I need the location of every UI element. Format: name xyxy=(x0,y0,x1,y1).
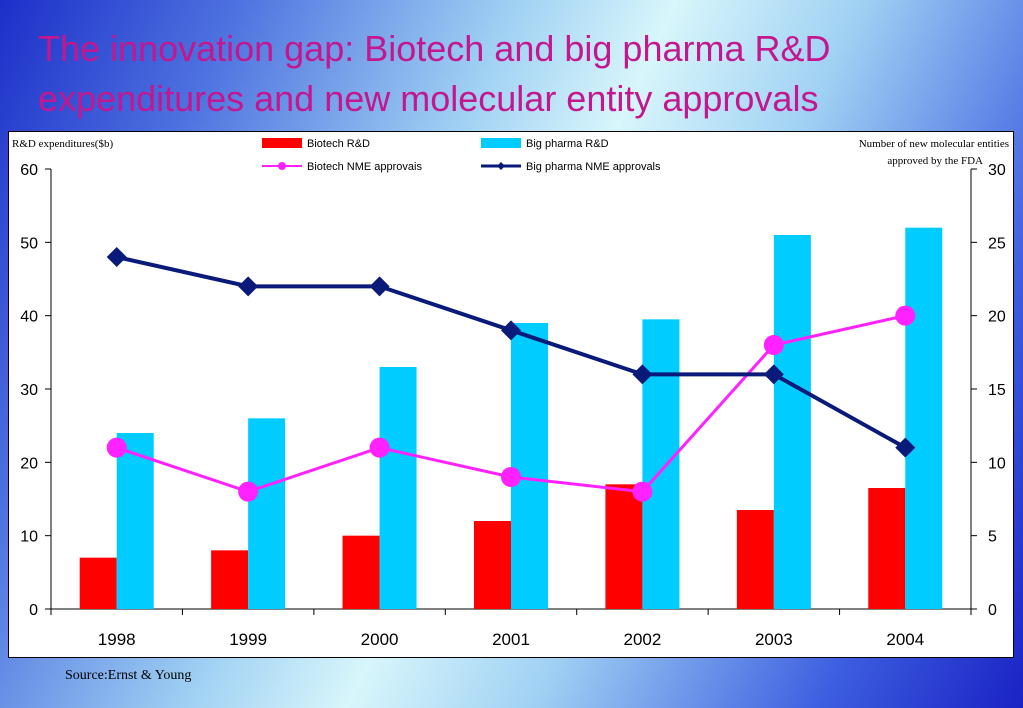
bar-big-pharma-rd xyxy=(116,433,154,609)
point-biotech-nme xyxy=(501,467,521,487)
point-big-pharma-nme xyxy=(763,364,784,385)
bar-biotech-rd xyxy=(868,488,906,609)
point-biotech-nme xyxy=(895,305,916,326)
x-tick-label: 2001 xyxy=(492,630,530,649)
left-tick-label: 0 xyxy=(29,602,38,619)
point-big-pharma-nme xyxy=(632,364,653,385)
bar-biotech-rd xyxy=(342,535,380,609)
chart-panel: 0 10 20 30 40 50 60 0 5 10 15 20 25 30 1998 1999 2000 200… xyxy=(8,131,1014,658)
legend-label-big-pharma-nme: Big pharma NME approvals xyxy=(526,161,661,173)
legend-swatch-biotech-rd xyxy=(262,138,302,148)
left-tick-label: 40 xyxy=(20,309,38,326)
point-big-pharma-nme xyxy=(501,320,521,341)
point-biotech-nme xyxy=(369,437,390,458)
x-tick-label: 1998 xyxy=(98,630,136,649)
legend-marker-biotech-nme xyxy=(278,162,286,170)
bar-big-pharma-rd xyxy=(511,323,548,609)
point-biotech-nme xyxy=(763,335,784,355)
x-tick-label: 2002 xyxy=(624,630,662,649)
right-tick-label: 5 xyxy=(988,529,997,546)
x-tick-label: 2004 xyxy=(886,630,924,649)
point-biotech-nme xyxy=(238,481,259,502)
slide-title: The innovation gap: Biotech and big phar… xyxy=(38,24,998,124)
legend-marker-big-pharma-nme xyxy=(497,162,505,170)
legend-label-big-pharma-rd: Big pharma R&D xyxy=(526,138,609,150)
legend-label-biotech-nme: Biotech NME approvais xyxy=(307,161,422,173)
left-tick-label: 60 xyxy=(20,162,38,179)
right-tick-label: 30 xyxy=(988,162,1006,179)
point-big-pharma-nme xyxy=(106,247,127,267)
bar-biotech-rd xyxy=(736,510,774,609)
bar-biotech-rd xyxy=(79,557,117,609)
bar-big-pharma-rd xyxy=(773,235,811,609)
bar-big-pharma-rd xyxy=(905,227,943,609)
left-tick-label: 30 xyxy=(20,382,38,399)
y2-axis-label-line-2: approved by the FDA xyxy=(887,155,983,167)
right-tick-label: 10 xyxy=(988,455,1006,472)
bar-biotech-rd xyxy=(605,484,643,609)
right-tick-label: 0 xyxy=(988,602,997,619)
x-tick-label: 2000 xyxy=(361,630,399,649)
bar-biotech-rd xyxy=(211,550,249,609)
point-biotech-nme xyxy=(632,481,653,502)
x-tick-label: 2003 xyxy=(755,630,793,649)
legend-swatch-big-pharma-rd xyxy=(481,138,521,148)
right-tick-label: 20 xyxy=(988,309,1006,326)
title-line-2: expenditures and new molecular entity ap… xyxy=(38,78,819,119)
point-big-pharma-nme xyxy=(895,437,916,458)
right-tick-label: 25 xyxy=(988,235,1006,252)
y2-axis-label-line-1: Number of new molecular entities xyxy=(859,138,1009,150)
y-axis-label: R&D expenditures($b) xyxy=(12,138,113,150)
legend-label-biotech-rd: Biotech R&D xyxy=(307,138,370,150)
point-big-pharma-nme xyxy=(369,276,390,297)
source-note: Source:Ernst & Young xyxy=(65,668,192,683)
title-line-1: The innovation gap: Biotech and big phar… xyxy=(38,28,831,69)
left-tick-label: 10 xyxy=(20,529,38,546)
bar-biotech-rd xyxy=(474,521,511,609)
bar-big-pharma-rd xyxy=(642,319,680,609)
x-tick-label: 1999 xyxy=(229,630,267,649)
left-tick-label: 20 xyxy=(20,455,38,472)
point-biotech-nme xyxy=(106,437,127,458)
bar-big-pharma-rd xyxy=(248,418,286,609)
left-tick-label: 50 xyxy=(20,235,38,252)
right-tick-label: 15 xyxy=(988,382,1006,399)
bar-big-pharma-rd xyxy=(379,367,417,609)
combo-chart: 0 10 20 30 40 50 60 0 5 10 15 20 25 30 1998 1999 2000 200… xyxy=(12,138,1009,649)
point-big-pharma-nme xyxy=(238,276,259,297)
